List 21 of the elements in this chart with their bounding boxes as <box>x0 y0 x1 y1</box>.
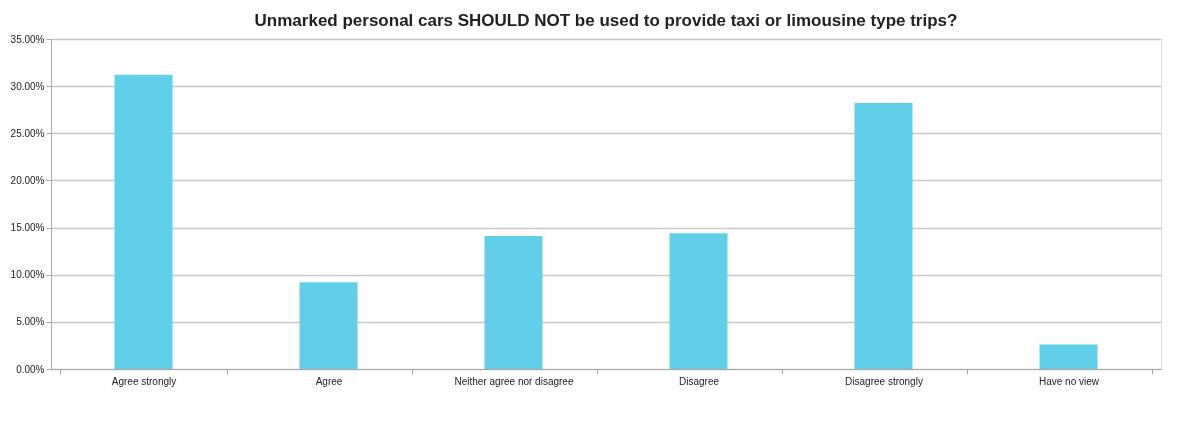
bar <box>484 236 543 369</box>
y-tick-label: 35.00% <box>10 33 45 45</box>
y-tick-label: 0.00% <box>16 363 45 375</box>
bar <box>669 233 728 369</box>
x-tick-label: Neither agree nor disagree <box>454 375 574 387</box>
bar <box>114 74 173 369</box>
x-tick-label: Disagree <box>678 375 720 387</box>
y-tick-label: 30.00% <box>10 80 45 92</box>
x-tick-label: Agree <box>315 375 343 387</box>
bar <box>299 282 358 369</box>
y-tick-label: 25.00% <box>10 127 45 139</box>
y-tick-label: 15.00% <box>10 222 45 234</box>
chart-title: Unmarked personal cars SHOULD NOT be used to provide taxi or limousine type trips? <box>254 11 958 30</box>
y-tick-label: 5.00% <box>16 316 45 328</box>
y-tick-label: 10.00% <box>10 269 45 281</box>
x-tick-label: Disagree strongly <box>845 375 923 387</box>
bar <box>854 103 913 369</box>
y-tick-label: 20.00% <box>10 174 45 186</box>
x-tick-label: Have no view <box>1038 375 1100 387</box>
bar <box>1039 344 1098 369</box>
x-tick-label: Agree strongly <box>111 375 177 387</box>
